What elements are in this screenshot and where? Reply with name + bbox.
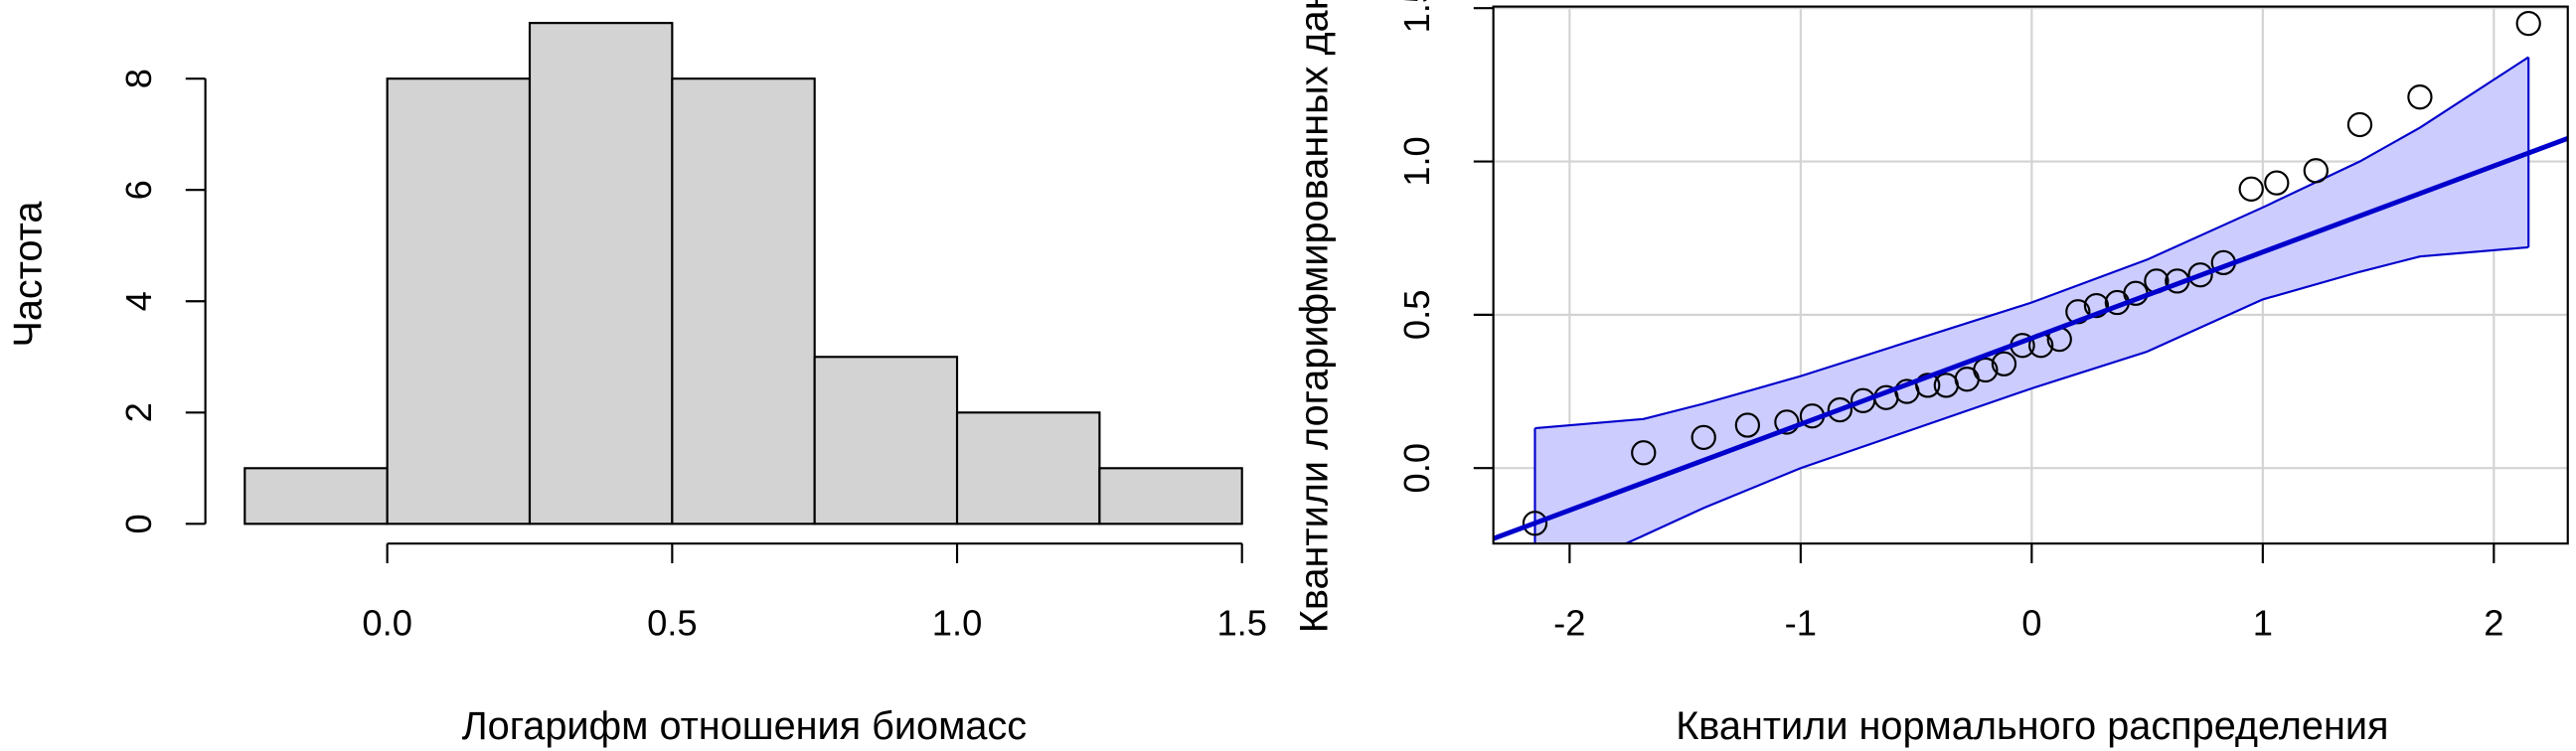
bar xyxy=(671,77,816,526)
point xyxy=(2515,10,2541,37)
point xyxy=(2346,111,2373,138)
bar xyxy=(243,467,389,526)
x-axis-label: Логарифм отношения биомасс xyxy=(462,704,1027,748)
plot-frame xyxy=(1492,5,2569,545)
point xyxy=(1690,424,1716,450)
point xyxy=(2187,262,2213,288)
point xyxy=(1631,440,1657,466)
x-tick-label: -1 xyxy=(1785,603,1817,644)
y-tick-label: 1.5 xyxy=(1396,0,1437,33)
y-tick-label: 1.0 xyxy=(1396,136,1437,187)
y-axis-label: Частота xyxy=(6,201,50,348)
point xyxy=(2303,158,2329,184)
band-lower xyxy=(1623,245,2529,544)
y-tick-label: 6 xyxy=(118,180,159,200)
y-tick-label: 0.0 xyxy=(1396,443,1437,494)
bar xyxy=(1098,467,1243,526)
point xyxy=(1522,511,1548,536)
confidence-band xyxy=(1534,57,2529,544)
point xyxy=(1774,409,1800,435)
y-axis-label: Квантили логарифмированных данных xyxy=(1293,0,1337,633)
point xyxy=(2407,84,2433,110)
point xyxy=(1915,373,1941,398)
band-upper xyxy=(1534,56,2529,430)
y-tick-label: 0 xyxy=(118,514,159,533)
x-tick-label: 1.0 xyxy=(932,603,983,644)
y-tick-label: 2 xyxy=(118,402,159,422)
point xyxy=(2264,170,2290,196)
bar xyxy=(813,356,959,526)
bar xyxy=(386,77,532,526)
y-tick-label: 4 xyxy=(118,291,159,311)
x-tick-label: 2 xyxy=(2484,603,2503,644)
plot-area xyxy=(1493,6,2568,544)
point xyxy=(2238,176,2264,202)
x-tick-label: 0.5 xyxy=(647,603,698,644)
x-tick-label: 0 xyxy=(2021,603,2041,644)
point xyxy=(1973,357,1999,383)
bar xyxy=(528,22,674,526)
point xyxy=(1827,396,1853,423)
x-tick-label: -2 xyxy=(1553,603,1585,644)
x-tick-label: 0.0 xyxy=(362,603,412,644)
reference-line xyxy=(1492,136,2569,541)
point xyxy=(1991,351,2017,376)
y-tick-label: 8 xyxy=(118,69,159,88)
bar xyxy=(955,411,1101,526)
point xyxy=(2083,292,2110,319)
y-tick-label: 0.5 xyxy=(1396,290,1437,341)
point xyxy=(1734,412,1761,438)
x-tick-label: 1.5 xyxy=(1216,603,1267,644)
x-tick-label: 1 xyxy=(2253,603,2273,644)
x-axis-label: Квантили нормального распределения xyxy=(1676,704,2388,748)
